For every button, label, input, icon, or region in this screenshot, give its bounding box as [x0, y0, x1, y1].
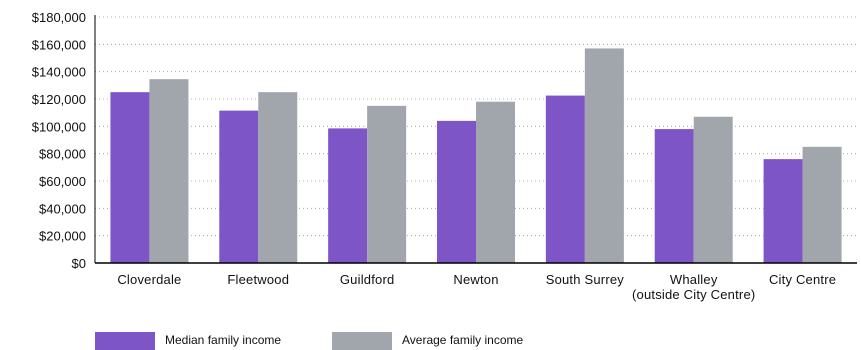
y-tick-label: $160,000 — [32, 37, 86, 52]
y-tick-label: $0 — [72, 256, 86, 271]
bar-average — [258, 92, 298, 264]
bar-median — [654, 129, 694, 263]
y-tick-label: $60,000 — [39, 174, 86, 189]
y-tick-label: $180,000 — [32, 10, 86, 25]
y-tick-label: $100,000 — [32, 119, 86, 134]
category-label: Guildford — [340, 272, 395, 287]
legend-swatch — [332, 332, 392, 350]
legend-label: Average family income — [402, 333, 523, 347]
y-tick-label: $120,000 — [32, 92, 86, 107]
bar-median — [437, 120, 476, 263]
legend-label: Median family income — [165, 333, 281, 347]
bar-average — [367, 105, 407, 263]
x-axis: Cloverdale Fleetwood Guildford Newton South … — [95, 262, 857, 302]
category-label: Whalley — [670, 272, 718, 287]
bar-average — [693, 116, 733, 264]
legend: Median family income Average family incom… — [95, 332, 523, 350]
legend-swatch — [95, 332, 155, 350]
bar-median — [545, 95, 585, 263]
bars — [110, 48, 842, 264]
bar-average — [584, 48, 624, 263]
bar-median — [763, 159, 803, 263]
y-tick-label: $20,000 — [39, 229, 86, 244]
category-label: Cloverdale — [117, 272, 181, 287]
bar-median — [219, 110, 259, 263]
bar-median — [110, 92, 150, 264]
bar-average — [476, 101, 515, 263]
y-tick-label: $80,000 — [39, 147, 86, 162]
category-label: Newton — [453, 272, 498, 287]
y-axis: $0 $20,000 $40,000 $60,000 $80,000 $100,000 $1… — [32, 10, 96, 271]
category-label: City Centre — [769, 272, 836, 287]
y-tick-label: $40,000 — [39, 201, 86, 216]
category-label: South Surrey — [546, 272, 625, 287]
y-tick-label: $140,000 — [32, 65, 86, 80]
bar-average — [802, 146, 842, 263]
bar-median — [328, 128, 368, 263]
bar-average — [149, 79, 189, 263]
category-label: (outside City Centre) — [632, 287, 755, 302]
category-label: Fleetwood — [227, 272, 289, 287]
